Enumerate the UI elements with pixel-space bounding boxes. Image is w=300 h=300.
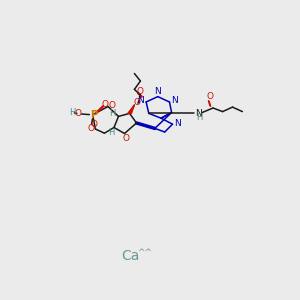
Text: O: O (74, 110, 82, 118)
Text: O: O (101, 100, 109, 109)
Text: O: O (108, 100, 115, 109)
Text: O: O (88, 124, 95, 133)
Text: H: H (196, 113, 202, 122)
Text: O: O (133, 98, 140, 107)
Text: N: N (137, 96, 144, 105)
Text: N: N (195, 109, 201, 118)
Text: N: N (175, 119, 181, 128)
Text: N: N (171, 96, 178, 105)
Text: O: O (136, 87, 143, 96)
Text: H: H (69, 108, 75, 117)
Text: P: P (90, 110, 97, 120)
Text: N: N (154, 87, 161, 96)
Text: O: O (122, 134, 130, 143)
Text: O: O (206, 92, 214, 101)
Text: Ca: Ca (121, 250, 140, 263)
Text: H: H (108, 128, 114, 137)
Text: O: O (90, 120, 98, 129)
Polygon shape (128, 105, 134, 113)
Text: H: H (109, 110, 116, 118)
Text: ^^: ^^ (137, 248, 152, 257)
